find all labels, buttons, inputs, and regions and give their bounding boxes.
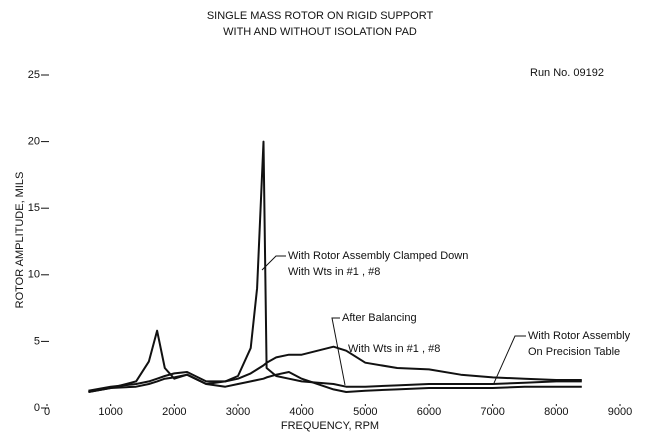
annotation: With Rotor Assembly Clamped Down bbox=[288, 250, 468, 262]
leader-line bbox=[493, 335, 526, 384]
x-tick-label: 6000 bbox=[417, 406, 441, 418]
x-tick-label: 1000 bbox=[98, 406, 122, 418]
line-series bbox=[88, 345, 582, 392]
y-tick-label: 15 bbox=[28, 202, 40, 214]
annotation: With Wts in #1 , #8 bbox=[288, 266, 380, 278]
line-series bbox=[88, 371, 582, 393]
annotation: On Precision Table bbox=[528, 346, 620, 358]
line-series bbox=[88, 140, 582, 393]
annotation: With Rotor Assembly bbox=[528, 330, 631, 342]
y-axis-label: ROTOR AMPLITUDE, MILS bbox=[14, 172, 26, 309]
y-tick-label: 10 bbox=[28, 269, 40, 281]
y-tick-label: 20 bbox=[28, 136, 40, 148]
x-tick-label: 5000 bbox=[353, 406, 377, 418]
y-tick-label: 25 bbox=[28, 69, 40, 81]
leader-line bbox=[261, 255, 286, 271]
annotation: With Wts in #1 , #8 bbox=[348, 343, 440, 355]
x-tick-label: 9000 bbox=[608, 406, 632, 418]
x-tick-label: 4000 bbox=[289, 406, 313, 418]
annotation: After Balancing bbox=[342, 312, 417, 324]
chart-subtitle: WITH AND WITHOUT ISOLATION PAD bbox=[223, 26, 417, 38]
y-tick-label: 5 bbox=[34, 335, 40, 347]
x-axis-label: FREQUENCY, RPM bbox=[281, 420, 379, 432]
chart-title: SINGLE MASS ROTOR ON RIGID SUPPORT bbox=[207, 10, 434, 22]
y-tick-label: 0 bbox=[34, 402, 40, 414]
x-tick-label: 7000 bbox=[480, 406, 504, 418]
x-tick-label: 2000 bbox=[162, 406, 186, 418]
leader-line bbox=[331, 317, 346, 386]
run-label: Run No. 09192 bbox=[530, 67, 604, 79]
x-tick-label: 3000 bbox=[226, 406, 250, 418]
x-tick-label: 8000 bbox=[544, 406, 568, 418]
x-tick-label: 0 bbox=[44, 406, 50, 418]
